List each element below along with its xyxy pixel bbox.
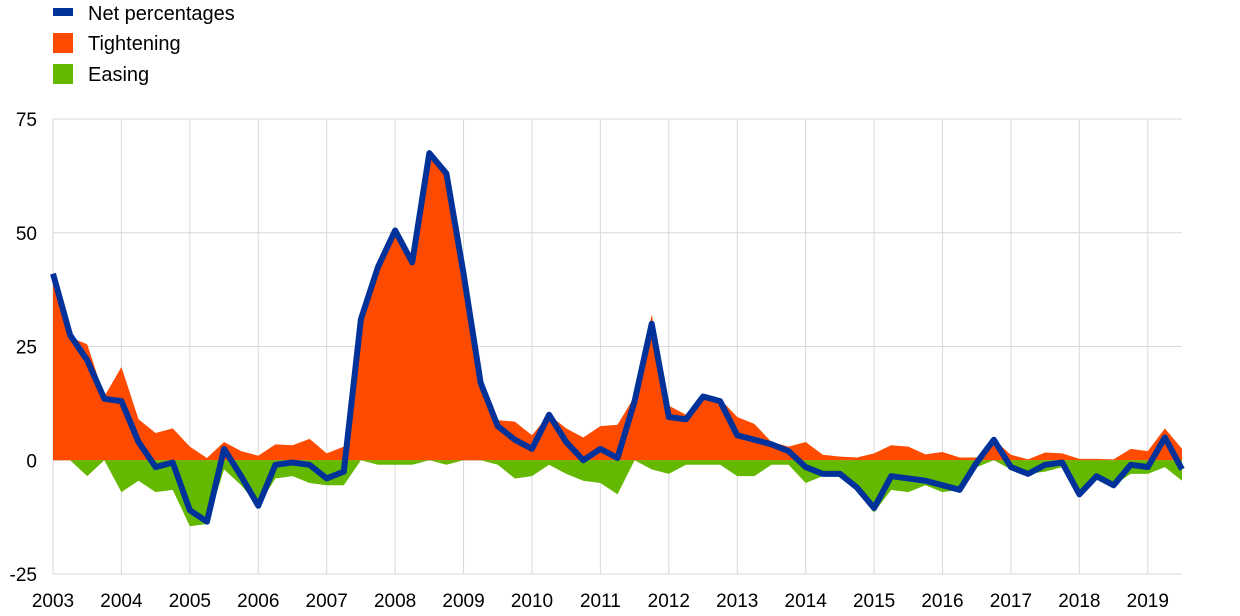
- x-tick-label: 2013: [716, 591, 758, 612]
- x-tick-label: 2015: [853, 591, 895, 612]
- x-tick-label: 2005: [169, 591, 211, 612]
- y-tick-label: -25: [10, 565, 37, 586]
- legend-swatch-easing: [53, 64, 73, 84]
- x-tick-label: 2008: [374, 591, 416, 612]
- legend-swatch-net-percentages: [53, 8, 73, 16]
- x-tick-label: 2004: [100, 591, 143, 612]
- x-tick-label: 2010: [511, 591, 553, 612]
- legend-item-tightening: Tightening: [53, 33, 181, 55]
- area-tightening: [53, 150, 1182, 461]
- legend-label-tightening: Tightening: [88, 33, 181, 55]
- legend-label-net-percentages: Net percentages: [88, 3, 235, 25]
- y-tick-label: 75: [16, 110, 37, 131]
- y-tick-label: 25: [16, 338, 37, 359]
- legend-item-easing: Easing: [53, 64, 149, 86]
- y-tick-label: 0: [26, 451, 37, 472]
- y-axis: 75 50 25 0 -25: [10, 110, 37, 586]
- line-series: [50, 150, 1185, 525]
- x-tick-label: 2014: [785, 591, 828, 612]
- x-tick-label: 2019: [1127, 591, 1169, 612]
- x-axis: 2003 2004 2005 2006 2007 2008 2009 2010 2011 2012…: [32, 591, 1169, 612]
- x-tick-label: 2007: [306, 591, 348, 612]
- line-net-percentages: [50, 150, 1185, 525]
- legend: Net percentages Tightening Easing: [53, 3, 235, 86]
- x-tick-label: 2012: [648, 591, 690, 612]
- legend-item-net: Net percentages: [53, 3, 235, 25]
- grid: [52, 118, 1182, 575]
- legend-label-easing: Easing: [88, 64, 149, 86]
- x-tick-label: 2009: [442, 591, 484, 612]
- y-tick-label: 50: [16, 224, 37, 245]
- x-tick-label: 2018: [1058, 591, 1100, 612]
- legend-swatch-tightening: [53, 33, 73, 53]
- x-tick-label: 2016: [921, 591, 963, 612]
- x-tick-label: 2017: [990, 591, 1032, 612]
- x-tick-label: 2003: [32, 591, 74, 612]
- x-tick-label: 2011: [580, 591, 621, 612]
- x-tick-label: 2006: [237, 591, 279, 612]
